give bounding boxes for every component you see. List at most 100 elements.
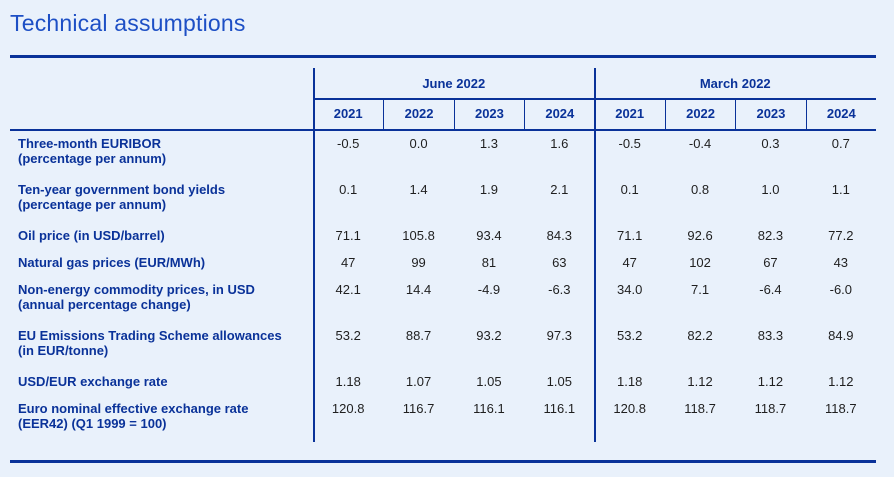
value-cell: 63 — [552, 254, 567, 270]
value-cell: 1.0 — [761, 181, 780, 197]
value-cell: 116.1 — [473, 400, 505, 416]
value-cell: 92.6 — [687, 227, 713, 243]
value-cell: 116.1 — [543, 400, 576, 416]
value-cell: -0.4 — [688, 135, 712, 151]
value-cell: 71.1 — [335, 227, 361, 243]
value-cell: 120.8 — [613, 400, 646, 416]
value-cell: 93.2 — [476, 327, 502, 343]
row-label: EU Emissions Trading Scheme allowances (i… — [18, 327, 282, 358]
value-cell: 1.18 — [335, 373, 361, 389]
value-cell: 1.3 — [479, 135, 498, 151]
bottom-rule — [10, 460, 876, 463]
value-cell: 102 — [689, 254, 711, 270]
table-row: Ten-year government bond yields (percenta… — [10, 176, 876, 222]
value-cell: 84.9 — [828, 327, 854, 343]
value-cell: 7.1 — [691, 281, 710, 297]
table-body: Three-month EURIBOR (percentage per annum… — [10, 130, 876, 441]
value-cell: 14.4 — [405, 281, 432, 297]
value-cell: 105.8 — [402, 227, 435, 243]
value-cell: 53.2 — [335, 327, 361, 343]
value-cell: 118.7 — [754, 400, 787, 416]
page-title: Technical assumptions — [10, 10, 246, 36]
top-rule — [10, 55, 876, 58]
row-label: Three-month EURIBOR (percentage per annum… — [18, 135, 167, 166]
year-header-underline — [10, 129, 876, 131]
table-row: Non-energy commodity prices, in USD (annu… — [10, 276, 876, 322]
value-cell: 0.1 — [620, 181, 639, 197]
value-cell: 99 — [411, 254, 426, 270]
value-cell: 116.7 — [402, 400, 435, 416]
value-cell: -0.5 — [618, 135, 641, 151]
row-label: USD/EUR exchange rate — [18, 373, 168, 389]
table-row: USD/EUR exchange rate 1.18 1.07 1.05 1.05 1.1… — [10, 368, 876, 395]
header-spacer — [10, 98, 313, 130]
year-header-june-2024: 2024 — [524, 98, 594, 130]
row-label: Oil price (in USD/barrel) — [18, 227, 165, 243]
table-row: Oil price (in USD/barrel) 71.1 105.8 93.4 84… — [10, 222, 876, 249]
value-cell: 120.8 — [331, 400, 365, 416]
value-cell: 0.1 — [339, 181, 358, 197]
value-cell: 1.1 — [831, 181, 850, 197]
value-cell: 0.0 — [409, 135, 428, 151]
value-cell: -6.3 — [548, 281, 571, 297]
value-cell: -6.4 — [759, 281, 782, 297]
table-row: Natural gas prices (EUR/MWh) 47 99 81 63 47 10… — [10, 249, 876, 276]
year-header-march-2021: 2021 — [615, 106, 645, 122]
value-cell: 118.7 — [684, 400, 716, 416]
value-cell: -4.9 — [477, 281, 501, 297]
column-group-header-row: June 2022 March 2022 — [10, 68, 876, 98]
table-row: Three-month EURIBOR (percentage per annum… — [10, 130, 876, 176]
value-cell: 1.12 — [687, 373, 713, 389]
year-header-row: 2021 2022 2023 2024 2021 2022 2023 2024 — [10, 98, 876, 130]
value-cell: 1.07 — [405, 373, 432, 389]
row-label: Ten-year government bond yields (percenta… — [18, 181, 226, 212]
value-cell: 1.05 — [476, 373, 502, 389]
value-cell: 34.0 — [617, 281, 643, 297]
value-cell: 42.1 — [335, 281, 361, 297]
value-cell: 0.7 — [831, 135, 850, 151]
assumptions-table: June 2022 March 2022 2021 2022 2023 2024 202… — [10, 68, 876, 442]
year-header-march-2024: 2024 — [805, 98, 876, 130]
row-label: Euro nominal effective exchange rate (EER… — [18, 400, 249, 431]
value-cell: 1.9 — [479, 181, 498, 197]
value-cell: 0.3 — [761, 135, 780, 151]
table-row: Euro nominal effective exchange rate (EER… — [10, 395, 876, 441]
value-cell: 77.2 — [828, 227, 854, 243]
value-cell: 47 — [340, 254, 356, 270]
value-cell: 53.2 — [617, 327, 643, 343]
value-cell: 1.6 — [550, 135, 569, 151]
value-cell: 88.7 — [405, 327, 432, 343]
row-label: Natural gas prices (EUR/MWh) — [18, 254, 206, 270]
value-cell: -6.0 — [829, 281, 853, 297]
value-cell: 82.3 — [757, 227, 784, 243]
table-row: EU Emissions Trading Scheme allowances (i… — [10, 322, 876, 368]
year-header-june-2023: 2023 — [453, 98, 524, 130]
value-cell: 118.7 — [825, 400, 857, 416]
value-cell: 2.1 — [550, 181, 569, 197]
column-group-march-2022: March 2022 — [699, 75, 771, 91]
value-cell: 81 — [481, 254, 497, 270]
value-cell: 84.3 — [546, 227, 572, 243]
year-header-march-2023: 2023 — [735, 98, 805, 130]
column-group-june-2022: June 2022 — [422, 75, 486, 91]
group-header-underline — [313, 98, 876, 100]
value-cell: 1.12 — [757, 373, 784, 389]
value-cell: 43 — [833, 254, 849, 270]
value-cell: 71.1 — [617, 227, 643, 243]
row-label: Non-energy commodity prices, in USD (annu… — [18, 281, 255, 312]
value-cell: -0.5 — [336, 135, 360, 151]
value-cell: 67 — [763, 254, 778, 270]
value-cell: 93.4 — [476, 227, 502, 243]
value-cell: 83.3 — [757, 327, 784, 343]
year-header-june-2022: 2022 — [383, 98, 453, 130]
june-march-divider — [594, 68, 596, 442]
value-cell: 1.4 — [409, 181, 428, 197]
june-section-left-border — [313, 68, 315, 442]
value-cell: 1.12 — [828, 373, 854, 389]
value-cell: 82.2 — [687, 327, 713, 343]
year-header-march-2022: 2022 — [664, 98, 735, 130]
header-spacer — [10, 68, 313, 98]
year-header-june-2021: 2021 — [333, 106, 363, 122]
value-cell: 0.8 — [691, 181, 710, 197]
